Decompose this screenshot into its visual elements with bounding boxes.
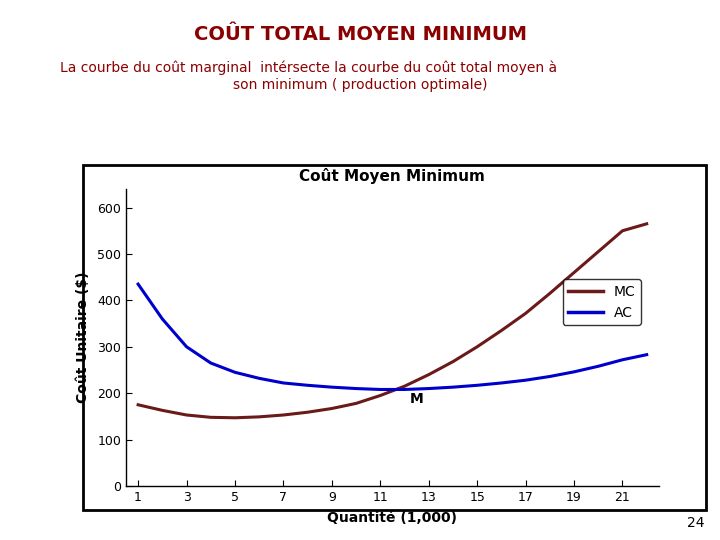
AC bbox=[230, 369, 239, 375]
Line: MC: MC bbox=[138, 224, 647, 418]
MC bbox=[158, 407, 166, 414]
AC bbox=[279, 380, 288, 386]
MC bbox=[376, 392, 384, 399]
MC bbox=[618, 227, 627, 234]
MC bbox=[182, 412, 191, 418]
AC bbox=[473, 382, 482, 389]
AC bbox=[376, 386, 384, 393]
AC bbox=[521, 377, 530, 383]
AC bbox=[352, 386, 361, 392]
Text: son minimum ( production optimale): son minimum ( production optimale) bbox=[233, 78, 487, 92]
MC bbox=[134, 402, 143, 408]
AC bbox=[424, 386, 433, 392]
MC bbox=[400, 383, 409, 389]
AC bbox=[255, 375, 264, 382]
MC bbox=[352, 400, 361, 407]
MC bbox=[594, 248, 603, 255]
MC bbox=[230, 415, 239, 421]
MC bbox=[473, 343, 482, 350]
MC bbox=[424, 372, 433, 378]
MC bbox=[328, 405, 336, 411]
Text: 24: 24 bbox=[688, 516, 705, 530]
AC bbox=[158, 316, 166, 322]
AC bbox=[642, 352, 651, 358]
AC bbox=[328, 384, 336, 390]
MC bbox=[570, 269, 578, 276]
AC bbox=[400, 386, 409, 393]
AC bbox=[207, 360, 215, 366]
MC bbox=[642, 220, 651, 227]
AC bbox=[570, 369, 578, 375]
AC bbox=[497, 380, 505, 386]
MC bbox=[497, 327, 505, 334]
X-axis label: Quantité (1,000): Quantité (1,000) bbox=[328, 511, 457, 525]
Text: COÛT TOTAL MOYEN MINIMUM: COÛT TOTAL MOYEN MINIMUM bbox=[194, 25, 526, 44]
Line: AC: AC bbox=[138, 284, 647, 389]
MC bbox=[303, 409, 312, 415]
AC bbox=[449, 384, 457, 390]
MC bbox=[279, 412, 288, 418]
AC bbox=[618, 356, 627, 363]
MC bbox=[255, 414, 264, 420]
Y-axis label: Coût Unitaire ($): Coût Unitaire ($) bbox=[76, 272, 90, 403]
Title: Coût Moyen Minimum: Coût Moyen Minimum bbox=[300, 167, 485, 184]
Legend: MC, AC: MC, AC bbox=[562, 279, 642, 325]
MC bbox=[546, 290, 554, 296]
AC bbox=[546, 373, 554, 380]
AC bbox=[134, 281, 143, 287]
MC bbox=[521, 310, 530, 316]
MC bbox=[207, 414, 215, 421]
AC bbox=[303, 382, 312, 389]
Text: La courbe du coût marginal  intérsecte la courbe du coût total moyen à: La courbe du coût marginal intérsecte la… bbox=[60, 60, 557, 75]
AC bbox=[594, 363, 603, 369]
MC bbox=[449, 359, 457, 365]
AC bbox=[182, 343, 191, 350]
Text: M: M bbox=[410, 393, 423, 407]
